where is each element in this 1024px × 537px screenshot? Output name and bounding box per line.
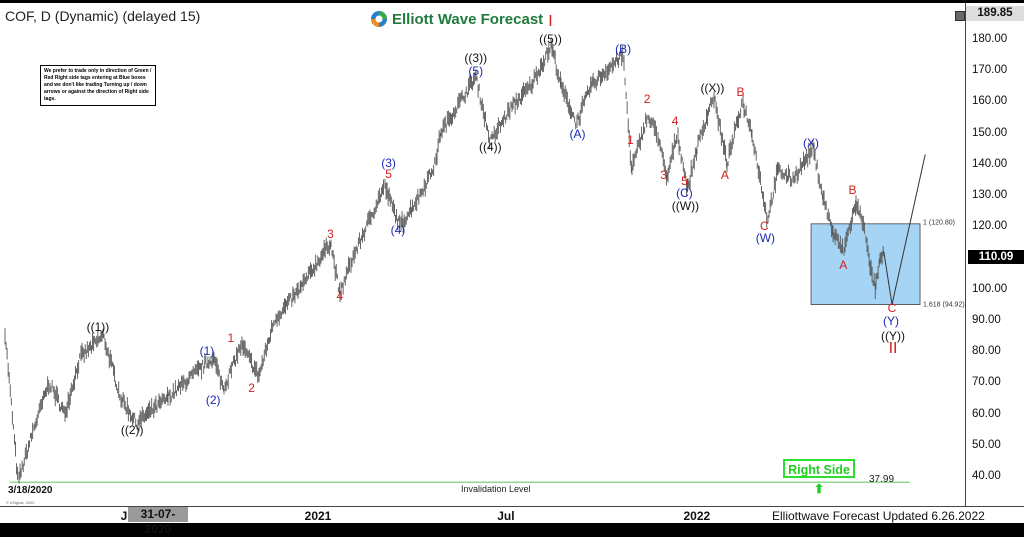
y-tick-label: 90.00 (972, 313, 1001, 326)
wave-label: B (736, 85, 745, 100)
logo-text: Elliott Wave Forecast (392, 10, 544, 28)
y-tick-label: 140.00 (972, 157, 1008, 170)
wave-label: C (887, 301, 897, 316)
settings-icon[interactable] (955, 11, 965, 21)
wave-label: A (839, 258, 848, 273)
wave-label: 2 (643, 91, 651, 106)
footer-updated: Elliottwave Forecast Updated 6.26.2022 (772, 509, 985, 523)
y-tick-label: 130.00 (972, 189, 1008, 202)
y-tick-label: 150.00 (972, 126, 1008, 139)
invalidation-price: 37.99 (869, 474, 895, 485)
wave-label: ((3)) (464, 51, 488, 66)
wave-label: (3) (381, 155, 396, 170)
x-tick-label: J (120, 509, 128, 523)
y-tick-label: 60.00 (972, 407, 1001, 420)
last-price-tag: 110.09 (968, 250, 1024, 265)
trading-note: We prefer to trade only in direction of … (40, 65, 156, 106)
wave-label: A (720, 168, 729, 183)
x-cursor-label: 31-07-2020 (128, 507, 188, 536)
fib-bottom-label: 1.618 (94.92) (923, 301, 965, 309)
wave-label: (Y) (882, 313, 899, 328)
fib-top-label: 1 (120.80) (923, 219, 955, 227)
start-date-label: 3/18/2020 (8, 485, 53, 496)
y-tick-label: 70.00 (972, 376, 1001, 389)
copyright: © eSignal, 2022 (6, 500, 35, 505)
wave-label: ((W)) (671, 199, 700, 214)
wave-label: 2 (248, 380, 255, 395)
y-tick-label: 120.00 (972, 220, 1008, 233)
top-price-tag: 189.85 (966, 6, 1024, 21)
wave-label: (1) (199, 344, 215, 359)
blue-box (810, 223, 921, 305)
y-tick-label: 160.00 (972, 95, 1008, 108)
x-tick-label: 2021 (304, 509, 332, 523)
right-side-tag: Right Side ⬆ (783, 459, 855, 496)
wave-label: (4) (390, 223, 406, 238)
y-tick-label: 50.00 (972, 438, 1001, 451)
price-plot[interactable] (0, 3, 965, 506)
wave-label: 5 (681, 174, 688, 189)
wave-label: 1 (227, 331, 235, 346)
wave-label: (2) (205, 392, 221, 407)
right-side-label: Right Side (788, 463, 850, 477)
logo-icon (371, 11, 387, 27)
wave-label: ((X)) (700, 81, 725, 96)
wave-label: ((5)) (539, 32, 562, 47)
wave-label: I (548, 12, 553, 30)
wave-label: (W) (755, 230, 776, 245)
projection-path (883, 154, 926, 305)
logo: Elliott Wave Forecast (370, 10, 543, 28)
wave-label: 1 (627, 132, 634, 147)
wave-label: 4 (671, 114, 679, 129)
wave-label: (5) (468, 63, 484, 78)
y-tick-label: 80.00 (972, 345, 1001, 358)
wave-label: (C) (676, 185, 693, 200)
wave-label: 3 (327, 227, 334, 242)
y-tick-label: 100.00 (972, 282, 1008, 295)
wave-label: ((1)) (86, 320, 110, 335)
wave-label: ((Y)) (881, 328, 906, 343)
wave-label: 4 (336, 288, 344, 303)
x-tick-label: Jul (497, 509, 515, 523)
ticker-title: COF, D (Dynamic) (delayed 15) (5, 8, 201, 24)
time-axis[interactable] (0, 506, 1024, 523)
wave-label: ((2)) (120, 423, 144, 438)
chart-window: COF, D (Dynamic) (delayed 15) Elliott Wa… (0, 3, 1024, 536)
y-tick-label: 180.00 (972, 33, 1008, 46)
wave-label: 3 (660, 168, 667, 183)
wave-label: (A) (569, 126, 586, 141)
wave-label: (X) (803, 135, 820, 150)
wave-label: II (888, 339, 898, 357)
x-tick-label: 2022 (683, 509, 711, 523)
y-tick-label: 170.00 (972, 64, 1008, 77)
wave-label: C (759, 219, 769, 233)
wave-label: ((4)) (478, 140, 502, 155)
invalidation-label: Invalidation Level (461, 484, 531, 494)
wave-label: (B) (615, 42, 632, 57)
wave-label: 5 (385, 166, 392, 181)
wave-label: B (848, 183, 857, 198)
arrow-up-icon: ⬆ (813, 482, 825, 496)
y-tick-label: 40.00 (972, 470, 1001, 482)
